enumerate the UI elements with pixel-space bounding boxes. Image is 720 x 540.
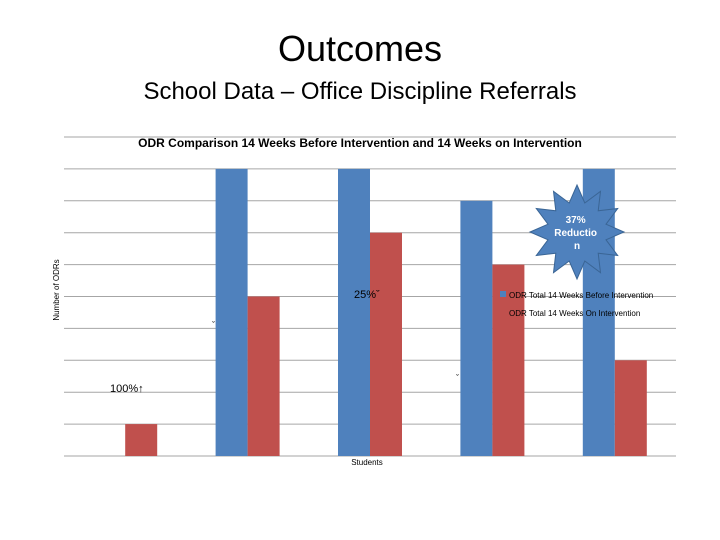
bar-series2-cat5 bbox=[614, 360, 647, 456]
starburst-line-3: n bbox=[574, 241, 580, 252]
slide-subtitle: School Data – Office Discipline Referral… bbox=[143, 78, 577, 105]
legend-swatch-before bbox=[500, 291, 506, 297]
annotation-reduction-25: 25%ˇ bbox=[354, 289, 380, 301]
bar-series1-cat2 bbox=[215, 168, 248, 456]
bar-series1-cat3 bbox=[338, 168, 370, 456]
starburst-line-1: 37% bbox=[566, 215, 586, 226]
bar-series2-cat3 bbox=[370, 232, 402, 456]
slide-title: Outcomes bbox=[277, 28, 443, 69]
x-axis-label: Students bbox=[351, 458, 383, 467]
bar-series2-cat2 bbox=[247, 296, 280, 456]
annotation-reduction-37: 37% Reductio n bbox=[554, 215, 600, 252]
starburst-line-2: Reductio bbox=[554, 228, 597, 239]
legend: ODR Total 14 Weeks Before Intervention O… bbox=[500, 291, 653, 318]
chart-title: ODR Comparison 14 Weeks Before Intervent… bbox=[138, 136, 582, 150]
bar-series2-cat4 bbox=[492, 264, 525, 456]
starburst-callout bbox=[528, 183, 626, 281]
annotation-mark-3: ˇ bbox=[456, 373, 459, 383]
annotation-mark-1: ˇ bbox=[212, 320, 215, 330]
legend-label-on: ODR Total 14 Weeks On Intervention bbox=[509, 309, 640, 318]
legend-label-before: ODR Total 14 Weeks Before Intervention bbox=[509, 291, 653, 300]
y-axis-label: Number of ODRs bbox=[52, 259, 61, 320]
bar-series2-cat1 bbox=[125, 424, 158, 456]
bar-series1-cat4 bbox=[460, 200, 493, 456]
legend-swatch-on bbox=[500, 309, 506, 315]
annotations: 100%↑ ˇ 25%ˇ ˇ 37% Reductio n bbox=[110, 183, 626, 395]
annotation-increase: 100%↑ bbox=[110, 383, 144, 395]
